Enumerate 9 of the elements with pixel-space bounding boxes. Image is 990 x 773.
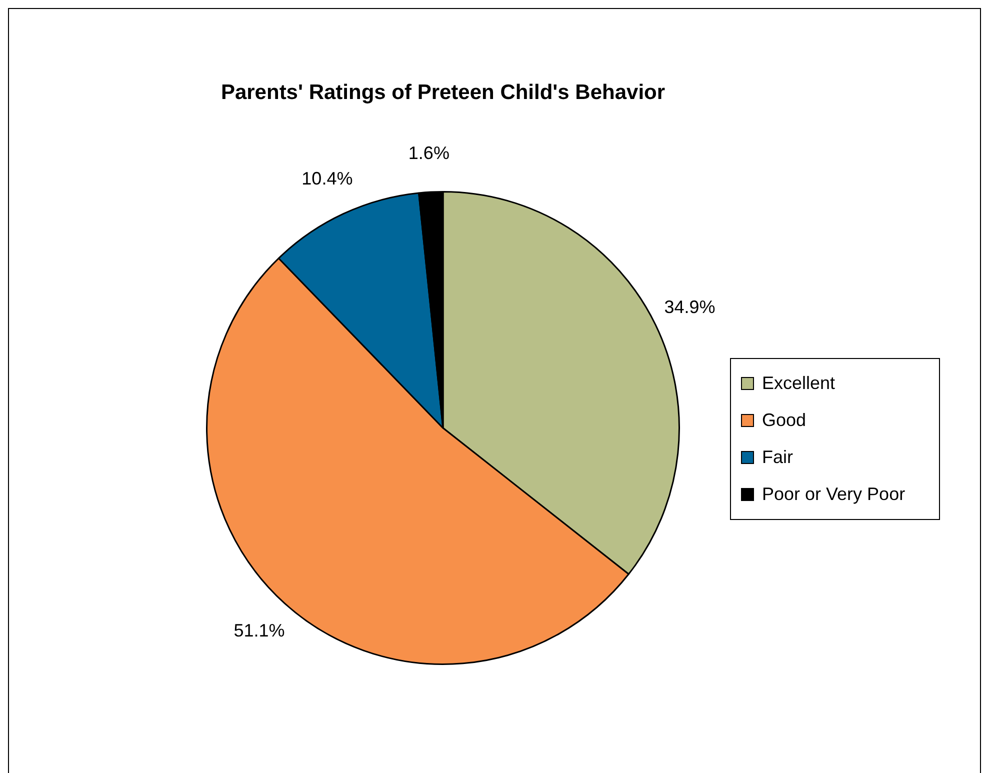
legend-label: Poor or Very Poor [762,484,906,505]
legend-label: Fair [762,447,793,468]
data-label: 51.1% [234,620,285,641]
data-label: 34.9% [664,297,716,318]
data-label: 1.6% [408,143,450,164]
legend-label: Excellent [762,373,836,394]
legend-label: Good [762,410,806,431]
data-label: 10.4% [302,168,353,188]
chart-title: Parents' Ratings of Preteen Child's Behavior [220,80,666,104]
